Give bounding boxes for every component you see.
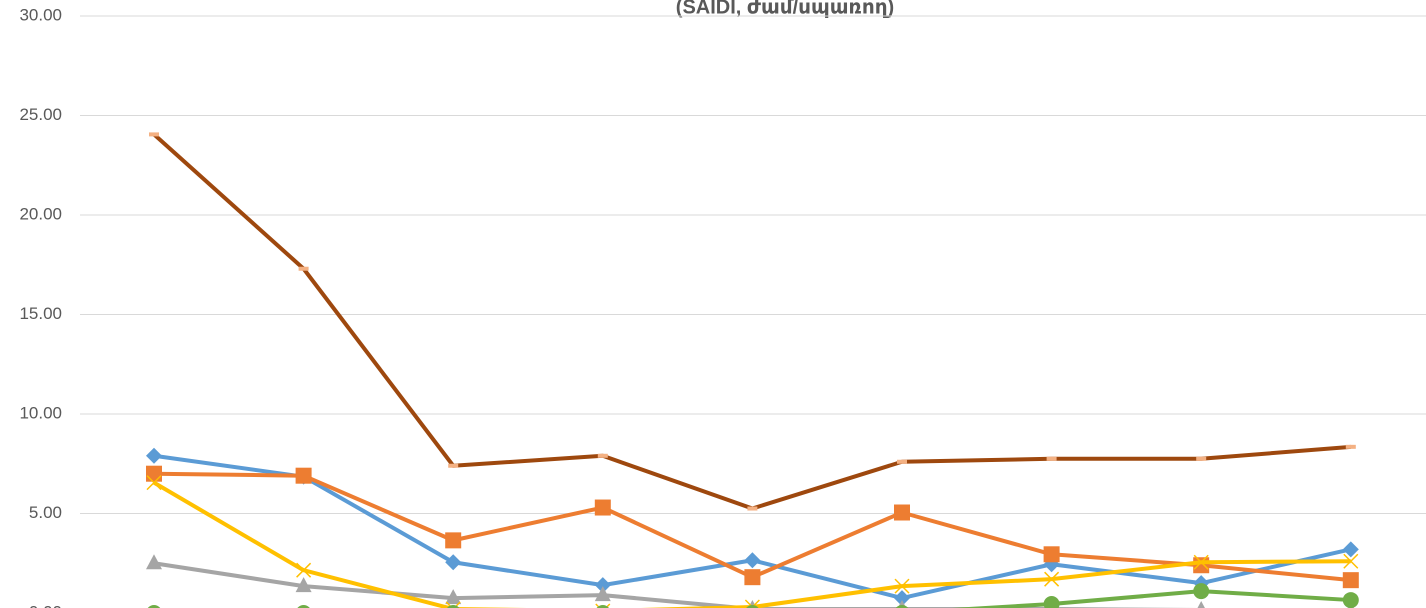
series-line bbox=[952, 589, 1351, 608]
marker bbox=[296, 562, 312, 578]
marker bbox=[445, 601, 461, 608]
marker bbox=[744, 569, 761, 586]
marker bbox=[445, 554, 462, 571]
marker bbox=[595, 603, 611, 608]
marker bbox=[1193, 554, 1209, 570]
marker bbox=[295, 467, 312, 484]
marker bbox=[1196, 456, 1207, 461]
y-tick-label: 10.00 bbox=[19, 403, 62, 422]
marker bbox=[1193, 557, 1210, 574]
y-tick-label: 15.00 bbox=[19, 304, 62, 323]
marker bbox=[1043, 546, 1060, 563]
marker bbox=[894, 590, 910, 607]
marker bbox=[1043, 596, 1060, 608]
marker bbox=[147, 605, 161, 608]
y-tick-label: 20.00 bbox=[19, 204, 62, 223]
marker bbox=[1342, 592, 1359, 608]
marker bbox=[897, 459, 907, 464]
marker bbox=[1343, 553, 1359, 569]
marker bbox=[594, 577, 611, 594]
marker bbox=[1342, 541, 1359, 558]
marker bbox=[1342, 572, 1359, 589]
marker bbox=[146, 465, 162, 482]
marker bbox=[744, 552, 761, 569]
series-line bbox=[153, 561, 1199, 608]
marker bbox=[894, 578, 910, 594]
marker bbox=[146, 475, 162, 491]
y-tick-label: 0.00 bbox=[29, 602, 62, 608]
marker bbox=[445, 532, 462, 549]
marker bbox=[295, 577, 312, 593]
marker bbox=[596, 605, 610, 608]
marker bbox=[1345, 444, 1356, 449]
marker bbox=[446, 605, 460, 608]
marker bbox=[594, 586, 611, 602]
marker bbox=[445, 589, 462, 605]
marker bbox=[297, 605, 310, 608]
marker bbox=[149, 132, 159, 137]
marker bbox=[597, 453, 608, 458]
marker bbox=[746, 605, 759, 608]
marker bbox=[895, 605, 909, 608]
y-tick-label: 5.00 bbox=[29, 503, 62, 522]
marker bbox=[1193, 583, 1210, 600]
marker bbox=[1046, 456, 1057, 461]
marker bbox=[146, 447, 162, 464]
marker bbox=[594, 499, 611, 516]
chart-title: (SAIDI, ժամ/սպառող) bbox=[676, 0, 894, 18]
marker bbox=[1044, 571, 1060, 587]
series-line bbox=[152, 132, 1351, 511]
marker bbox=[298, 266, 309, 271]
marker bbox=[894, 504, 910, 521]
marker bbox=[146, 554, 162, 570]
marker bbox=[448, 463, 459, 468]
marker bbox=[1197, 601, 1205, 608]
y-tick-label: 30.00 bbox=[19, 5, 62, 24]
y-tick-label: 25.00 bbox=[19, 105, 62, 124]
marker bbox=[747, 506, 758, 511]
